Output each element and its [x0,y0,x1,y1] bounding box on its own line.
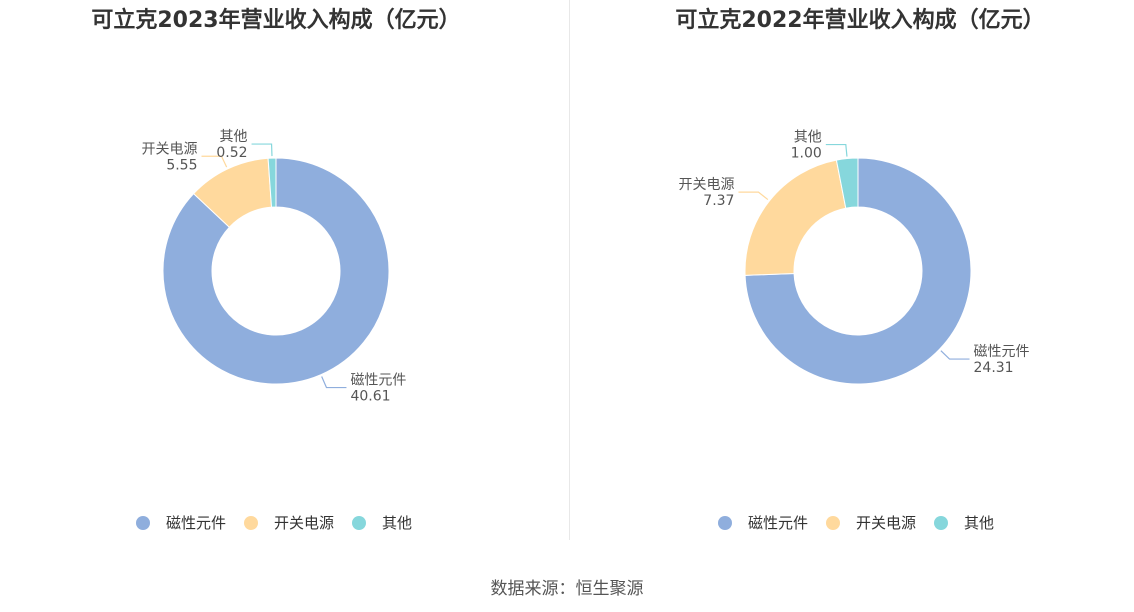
slice-value-label: 7.37 [703,193,734,209]
slice-value-label: 0.52 [216,145,247,161]
legend-marker [934,515,949,530]
slice-value-label: 40.61 [350,389,390,405]
leader-line [251,143,273,157]
slice-category-label: 磁性元件 [350,373,406,389]
legend-label: 开关电源 [856,514,917,532]
legend-item-power-supply[interactable]: 开关电源 [244,512,334,533]
slice-category-label: 其他 [220,129,248,145]
legend-2023: 磁性元件 开关电源 其他 [136,512,430,533]
slice-category-label: 磁性元件 [974,344,1030,360]
donut-slice [744,159,847,276]
leader-line [825,143,848,157]
leader-line [940,350,970,360]
legend-item-other[interactable]: 其他 [352,512,412,533]
donut-slice [267,157,277,208]
leader-line [321,376,347,389]
legend-marker [826,515,841,530]
legend-marker [136,515,150,530]
donut-slice [835,157,859,209]
slice-category-label: 其他 [794,130,822,146]
leader-line [201,155,228,168]
legend-label: 其他 [382,514,413,532]
legend-label: 开关电源 [274,514,335,532]
chart-title-2022: 可立克2022年营业收入构成（亿元） [675,8,1045,33]
slice-value-label: 1.00 [791,146,822,162]
legend-label: 磁性元件 [748,514,809,532]
legend-label: 其他 [964,514,995,532]
chart-title-2023: 可立克2023年营业收入构成（亿元） [91,8,461,33]
slice-category-label: 开关电源 [678,177,734,193]
donut-slice [162,157,390,385]
donut-slice [744,157,972,385]
slice-value-label: 24.31 [974,360,1014,376]
legend-marker [244,515,259,530]
legend-item-magnetic[interactable]: 磁性元件 [136,512,226,533]
legend-label: 磁性元件 [166,514,227,532]
legend-item-other[interactable]: 其他 [934,512,994,533]
legend-marker [718,515,732,530]
legend-item-power-supply[interactable]: 开关电源 [826,512,916,533]
data-source: 数据来源：恒生聚源 [490,579,644,599]
legend-marker [352,515,367,530]
legend-item-magnetic[interactable]: 磁性元件 [718,512,808,533]
slice-value-label: 5.55 [166,157,197,173]
chart-divider [569,0,570,540]
legend-2022: 磁性元件 开关电源 其他 [718,512,1012,533]
leader-line [738,191,769,201]
slice-category-label: 开关电源 [142,141,198,157]
